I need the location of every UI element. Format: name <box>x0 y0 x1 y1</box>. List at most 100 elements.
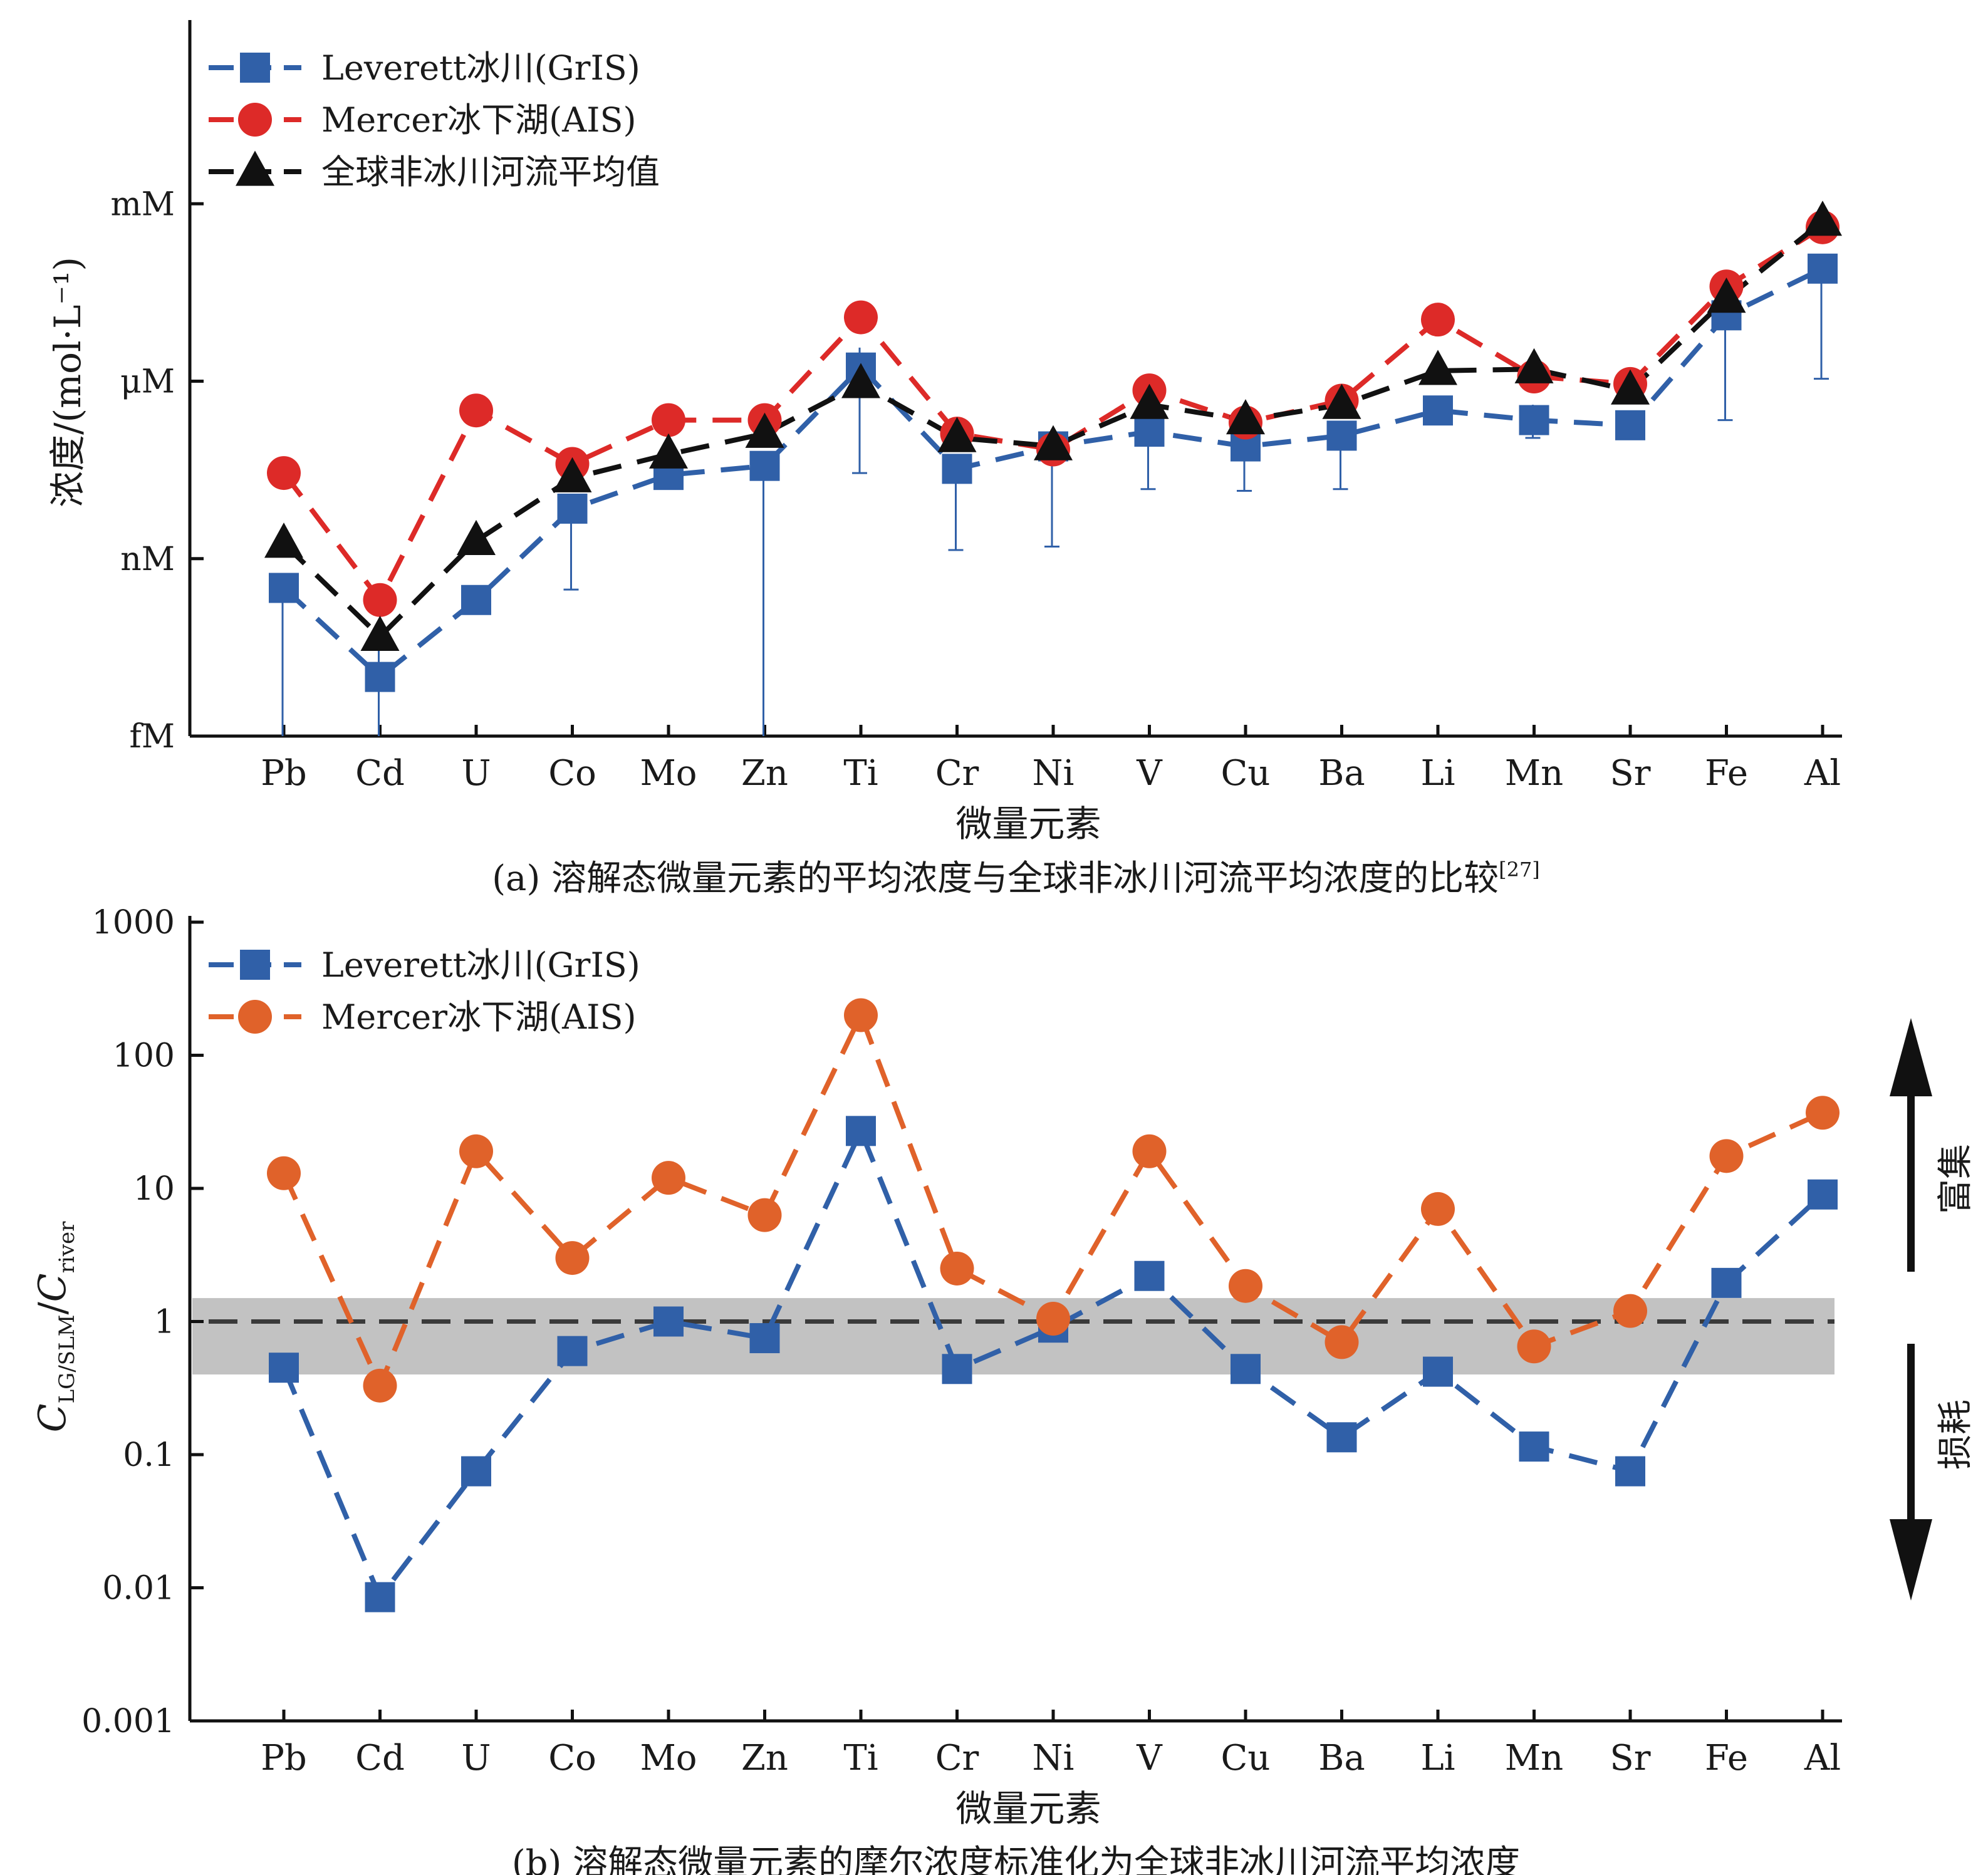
b-point-0-Cu <box>1231 1354 1261 1384</box>
b-x-tick-label: Zn <box>741 1738 788 1779</box>
a-point-2-Mo <box>649 433 688 469</box>
a-legend-marker-1 <box>238 103 272 137</box>
b-point-1-Cd <box>363 1368 397 1403</box>
b-point-1-Al <box>1806 1096 1840 1130</box>
b-x-tick-label: Cu <box>1221 1738 1271 1779</box>
a-x-tick-label: Mo <box>640 753 697 794</box>
b-x-tick-label: Mn <box>1505 1738 1563 1779</box>
panel-b-chart: 0.001 0.01 0.1 1 10 100 1000 Pb Cd U Co Mo Zn Ti Cr Ni V… <box>31 904 1976 1875</box>
b-y-tick-label: 0.1 <box>123 1436 175 1474</box>
a-point-1-Ti <box>844 300 878 335</box>
a-point-1-Pb <box>267 456 301 491</box>
b-x-tick-label: Ti <box>843 1738 878 1779</box>
a-point-2-Cr <box>937 417 977 452</box>
a-series-line-0 <box>282 266 1824 680</box>
b-reference-band <box>192 1298 1834 1375</box>
a-x-tick-label: Fe <box>1705 753 1748 794</box>
a-x-axis-label: 微量元素 <box>955 802 1101 845</box>
b-x-tick-label: U <box>461 1738 491 1779</box>
b-point-0-Al <box>1808 1179 1838 1210</box>
b-y-tick-label: 10 <box>133 1170 175 1208</box>
a-point-0-Co <box>557 493 588 524</box>
b-legend-marker-0 <box>240 950 270 980</box>
a-point-0-U <box>461 584 491 615</box>
a-point-2-Zn <box>745 412 784 448</box>
b-point-0-Ba <box>1326 1422 1357 1453</box>
b-series-line-0 <box>281 1128 1824 1600</box>
a-x-tick-label: V <box>1136 753 1163 794</box>
b-point-0-Cd <box>365 1582 395 1613</box>
a-x-tick-label: Sr <box>1610 753 1650 794</box>
b-x-tick-label: Cd <box>355 1738 405 1779</box>
a-point-2-Cu <box>1226 399 1265 435</box>
a-x-tick-label: Al <box>1804 753 1841 794</box>
enrich-label: 富集 <box>1935 1144 1976 1214</box>
b-x-tick-label: Sr <box>1610 1738 1650 1779</box>
a-point-2-Ni <box>1034 425 1073 460</box>
a-point-0-Sr <box>1615 410 1645 440</box>
a-y-tick-label: nM <box>120 541 175 578</box>
deplete-label: 损耗 <box>1935 1400 1976 1470</box>
a-y-axis-label: 浓度/(mol·L⁻¹) <box>46 257 89 507</box>
b-x-tick-label: Mo <box>640 1738 697 1779</box>
b-point-0-Ti <box>846 1116 876 1146</box>
a-x-tick-label: Pb <box>261 753 307 794</box>
a-point-2-Al <box>1803 200 1842 236</box>
b-legend-label-1: Mercer冰下湖(AIS) <box>321 997 637 1037</box>
a-point-1-Cd <box>363 583 397 617</box>
b-point-1-Pb <box>267 1156 301 1190</box>
b-point-1-Zn <box>747 1198 782 1232</box>
b-x-tick-label: Ni <box>1033 1738 1075 1779</box>
b-point-0-U <box>461 1456 491 1487</box>
a-point-0-Zn <box>749 450 780 481</box>
b-legend-label-0: Leverett冰川(GrIS) <box>321 945 640 985</box>
b-point-0-Cr <box>942 1354 972 1384</box>
b-point-0-Li <box>1423 1356 1453 1387</box>
a-point-1-Li <box>1421 303 1455 337</box>
b-x-tick-label: Li <box>1420 1738 1455 1779</box>
a-point-1-Mo <box>652 403 685 437</box>
b-point-1-Co <box>555 1241 590 1275</box>
b-point-0-Co <box>557 1336 588 1366</box>
b-point-0-Sr <box>1615 1456 1645 1487</box>
b-x-tick-label: V <box>1136 1738 1163 1779</box>
a-x-tick-label: Co <box>548 753 596 794</box>
b-point-0-Pb <box>269 1353 299 1383</box>
b-x-tick-label: Pb <box>261 1738 307 1779</box>
a-legend-marker-2 <box>236 150 274 186</box>
panel-a-chart: fM nM μM mM Pb Cd U Co Mo Zn Ti Cr Ni V Cu Ba Li Mn Sr Fe Al… <box>46 20 1842 899</box>
a-x-tick-label: Li <box>1420 753 1455 794</box>
a-point-0-Pb <box>269 573 299 603</box>
a-point-2-Mn <box>1514 348 1554 383</box>
b-y-tick-label: 100 <box>113 1037 175 1075</box>
a-point-2-Sr <box>1611 369 1650 405</box>
a-point-2-Co <box>553 457 592 492</box>
b-point-0-Fe <box>1711 1267 1742 1298</box>
b-x-tick-label: Al <box>1804 1738 1841 1779</box>
a-point-0-Al <box>1808 253 1838 284</box>
b-x-axis-label: 微量元素 <box>955 1787 1101 1830</box>
b-legend-marker-1 <box>238 1000 272 1034</box>
a-point-0-Cd <box>365 662 395 692</box>
b-point-0-Mn <box>1519 1431 1549 1462</box>
b-point-0-Zn <box>749 1323 780 1354</box>
a-y-tick-label: mM <box>110 185 175 223</box>
a-x-tick-label: U <box>461 753 491 794</box>
b-x-tick-label: Ba <box>1318 1738 1365 1779</box>
b-point-0-V <box>1134 1260 1165 1291</box>
a-x-tick-label: Ti <box>843 753 878 794</box>
a-y-tick-label: fM <box>130 718 175 756</box>
b-x-tick-label: Co <box>548 1738 596 1779</box>
a-caption: (a) 溶解态微量元素的平均浓度与全球非冰川河流平均浓度的比较[27] <box>492 858 1540 899</box>
b-point-1-Mn <box>1517 1329 1551 1364</box>
b-caption: (b) 溶解态微量元素的摩尔浓度标准化为全球非冰川河流平均浓度 <box>512 1843 1520 1875</box>
deplete-arrow-head <box>1890 1519 1932 1601</box>
b-point-1-Ba <box>1324 1325 1359 1359</box>
a-y-tick-label: μM <box>120 363 175 401</box>
a-point-0-Mn <box>1519 405 1549 435</box>
b-point-1-Cu <box>1229 1269 1262 1303</box>
a-point-2-Ti <box>841 363 880 398</box>
b-x-tick-label: Cr <box>935 1738 979 1779</box>
b-point-1-V <box>1132 1134 1167 1168</box>
